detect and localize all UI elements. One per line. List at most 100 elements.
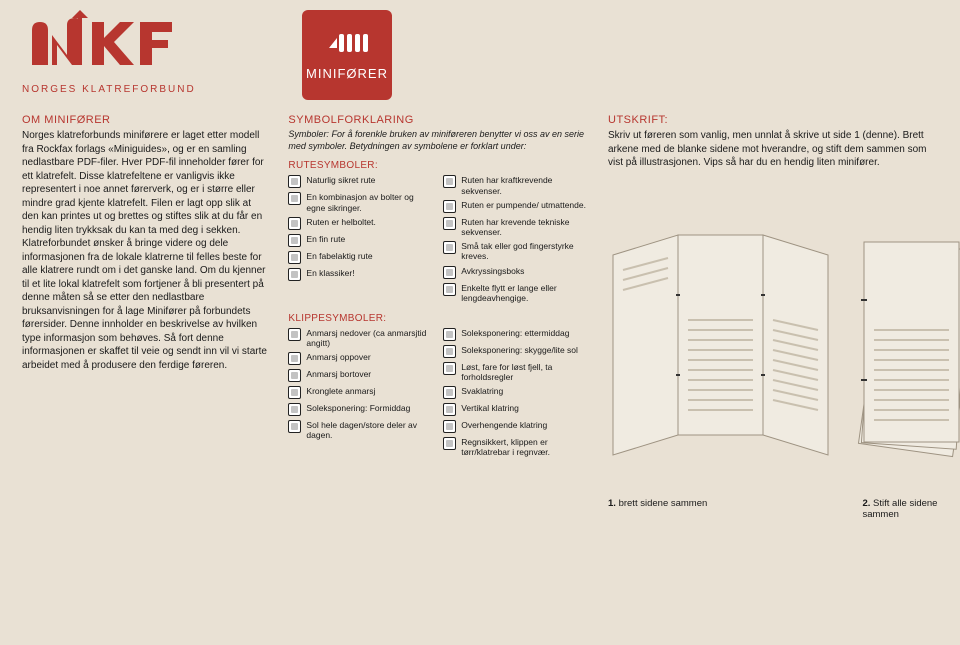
list-item: Sol hele dagen/store deler av dagen. <box>288 420 433 440</box>
list-item: Overhengende klatring <box>443 420 588 433</box>
symbol-label: Svaklatring <box>461 386 503 396</box>
symbols-intro-text: For å forenkle bruken av miniføreren ben… <box>288 129 584 151</box>
symbol-icon <box>443 241 456 254</box>
symbol-label: Vertikal klatring <box>461 403 519 413</box>
route-left-col: Naturlig sikret rute En kombinasjon av b… <box>288 175 433 307</box>
list-item: Avkryssingsboks <box>443 266 588 279</box>
logo: NORGES KLATREFORBUND <box>22 10 232 95</box>
symbol-icon <box>443 217 456 230</box>
symbol-label: Anmarsj oppover <box>306 352 370 362</box>
list-item: En fin rute <box>288 234 433 247</box>
symbol-label: Sol hele dagen/store deler av dagen. <box>306 420 433 440</box>
symbol-label: Anmarsj bortover <box>306 369 371 379</box>
symbol-icon <box>288 192 301 205</box>
caption-1: 1. brett sidene sammen <box>608 498 862 520</box>
print-body: Skriv ut føreren som vanlig, men unnlat … <box>608 129 938 170</box>
list-item: En klassiker! <box>288 268 433 281</box>
cliff-symbols-grid: Anmarsj nedover (ca anmarsjtid angitt) A… <box>288 328 588 462</box>
list-item: En fabelaktig rute <box>288 251 433 264</box>
list-item: Anmarsj nedover (ca anmarsjtid angitt) <box>288 328 433 348</box>
caption-1-text: brett sidene sammen <box>619 498 708 509</box>
list-item: Soleksponering: ettermiddag <box>443 328 588 341</box>
symbol-icon <box>288 217 301 230</box>
caption-2-text: Stift alle sidene sammen <box>862 498 937 520</box>
route-symbols-title: RUTESYMBOLER: <box>288 160 588 171</box>
symbol-label: Ruten har kraftkrevende sekvenser. <box>461 175 588 195</box>
minif-badge: MINIFØRER <box>302 10 392 100</box>
symbol-icon <box>288 251 301 264</box>
symbol-icon <box>288 386 301 399</box>
symbol-label: Små tak eller god fingerstyrke kreves. <box>461 241 588 261</box>
list-item: En kombinasjon av bolter og egne sikring… <box>288 192 433 212</box>
symbol-icon <box>288 403 301 416</box>
symbol-icon <box>443 362 456 375</box>
badge-icon <box>325 30 369 60</box>
symbols-title: SYMBOLFORKLARING <box>288 114 588 126</box>
symbol-icon <box>443 328 456 341</box>
list-item: Vertikal klatring <box>443 403 588 416</box>
badge-label: MINIFØRER <box>306 66 388 81</box>
list-item: Kronglete anmarsj <box>288 386 433 399</box>
nkf-logo-icon <box>22 10 232 90</box>
list-item: Anmarsj oppover <box>288 352 433 365</box>
symbol-label: Ruten er pumpende/ utmattende. <box>461 200 586 210</box>
route-symbols-grid: Naturlig sikret rute En kombinasjon av b… <box>288 175 588 307</box>
list-item: Naturlig sikret rute <box>288 175 433 188</box>
list-item: Ruten har krevende tekniske sekvenser. <box>443 217 588 237</box>
symbol-icon <box>443 345 456 358</box>
symbol-label: En klassiker! <box>306 268 354 278</box>
list-item: Små tak eller god fingerstyrke kreves. <box>443 241 588 261</box>
cliff-left-col: Anmarsj nedover (ca anmarsjtid angitt) A… <box>288 328 433 462</box>
symbol-label: En kombinasjon av bolter og egne sikring… <box>306 192 433 212</box>
symbol-icon <box>443 420 456 433</box>
list-item: Løst, fare for løst fjell, ta forholdsre… <box>443 362 588 382</box>
symbol-label: Naturlig sikret rute <box>306 175 375 185</box>
cliff-right-col: Soleksponering: ettermiddag Soleksponeri… <box>443 328 588 462</box>
symbol-label: Ruten har krevende tekniske sekvenser. <box>461 217 588 237</box>
symbol-label: Soleksponering: ettermiddag <box>461 328 569 338</box>
symbol-label: Avkryssingsboks <box>461 266 524 276</box>
symbol-icon <box>288 352 301 365</box>
cliff-symbols-title: KLIPPESYMBOLER: <box>288 313 588 324</box>
symbol-label: En fabelaktig rute <box>306 251 372 261</box>
symbol-icon <box>288 234 301 247</box>
symbol-icon <box>443 437 456 450</box>
symbol-icon <box>443 200 456 213</box>
caption-1-num: 1. <box>608 498 616 509</box>
list-item: Ruten er pumpende/ utmattende. <box>443 200 588 213</box>
caption-2-num: 2. <box>862 498 870 509</box>
col-symbols: SYMBOLFORKLARING Symboler: For å forenkl… <box>288 114 588 490</box>
symbol-icon <box>288 369 301 382</box>
list-item: Ruten er helboltet. <box>288 217 433 230</box>
col-print: UTSKRIFT: Skriv ut føreren som vanlig, m… <box>608 114 938 490</box>
symbol-icon <box>443 283 456 296</box>
col-about: OM MINIFØRER Norges klatreforbunds minif… <box>22 114 268 490</box>
list-item: Soleksponering: skygge/lite sol <box>443 345 588 358</box>
caption-row: 1. brett sidene sammen 2. Stift alle sid… <box>608 498 960 520</box>
print-title: UTSKRIFT: <box>608 114 938 126</box>
symbol-icon <box>288 175 301 188</box>
org-name: NORGES KLATREFORBUND <box>22 84 232 95</box>
about-body: Norges klatreforbunds miniførere er lage… <box>22 129 268 372</box>
symbol-label: Overhengende klatring <box>461 420 547 430</box>
symbol-icon <box>443 386 456 399</box>
symbol-label: En fin rute <box>306 234 345 244</box>
symbols-intro: Symboler: For å forenkle bruken av minif… <box>288 129 588 152</box>
symbol-icon <box>288 268 301 281</box>
symbol-icon <box>443 403 456 416</box>
symbol-label: Ruten er helboltet. <box>306 217 375 227</box>
symbol-icon <box>443 266 456 279</box>
list-item: Regnsikkert, klippen er tørr/klatrebar i… <box>443 437 588 457</box>
symbol-label: Løst, fare for løst fjell, ta forholdsre… <box>461 362 588 382</box>
symbol-label: Soleksponering: skygge/lite sol <box>461 345 578 355</box>
symbol-label: Kronglete anmarsj <box>306 386 375 396</box>
symbol-label: Soleksponering: Formiddag <box>306 403 410 413</box>
list-item: Svaklatring <box>443 386 588 399</box>
symbol-label: Anmarsj nedover (ca anmarsjtid angitt) <box>306 328 433 348</box>
symbol-icon <box>288 328 301 341</box>
header: NORGES KLATREFORBUND MINIFØRER <box>0 0 960 100</box>
symbols-intro-label: Symboler: <box>288 129 329 139</box>
fold-illustration: 1. brett sidene sammen 2. Stift alle sid… <box>608 200 938 490</box>
content: OM MINIFØRER Norges klatreforbunds minif… <box>0 100 960 490</box>
symbol-icon <box>443 175 456 188</box>
